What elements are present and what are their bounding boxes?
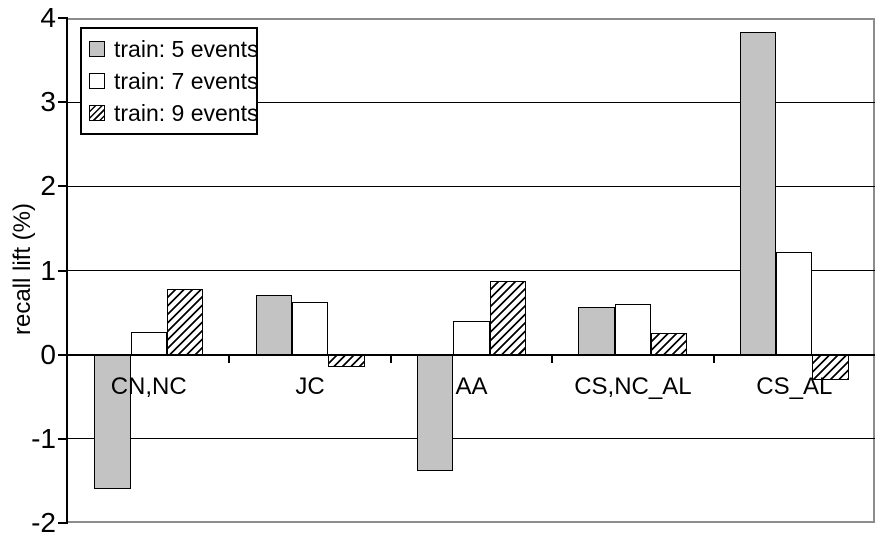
bar-series2-CN,NC bbox=[130, 331, 167, 355]
legend-swatch-white bbox=[89, 73, 105, 89]
legend-swatch-hatched bbox=[89, 105, 105, 121]
bar-series1-CS,NC_AL bbox=[578, 306, 615, 355]
category-label: CN,NC bbox=[110, 372, 187, 400]
legend-label: train: 7 events bbox=[114, 68, 259, 94]
y-axis-tick bbox=[58, 437, 68, 440]
gridline bbox=[68, 270, 875, 271]
gridline bbox=[68, 438, 875, 440]
bar-series3-JC bbox=[328, 354, 365, 368]
x-axis-tick bbox=[551, 354, 554, 363]
legend: train: 5 events train: 7 events train: 9… bbox=[80, 27, 258, 135]
y-axis-tick bbox=[58, 353, 68, 356]
bar-series3-CS,NC_AL bbox=[651, 332, 688, 355]
legend-item-train-5-events: train: 5 events bbox=[89, 33, 259, 65]
bar-series1-AA bbox=[417, 354, 454, 471]
y-tick-label: -1 bbox=[31, 422, 56, 454]
bar-series3-CN,NC bbox=[166, 289, 204, 355]
gridline bbox=[68, 101, 875, 103]
y-axis-tick bbox=[58, 17, 68, 19]
legend-swatch-gray bbox=[89, 41, 105, 57]
bar-series2-JC bbox=[291, 302, 329, 355]
bar-series1-JC bbox=[255, 294, 292, 355]
category-label: CS,NC_AL bbox=[574, 372, 692, 400]
y-tick-label: 2 bbox=[40, 170, 56, 202]
bar-series2-CS_AL bbox=[776, 251, 813, 355]
y-tick-label: 3 bbox=[40, 86, 56, 118]
y-tick-label: 1 bbox=[40, 254, 56, 286]
category-label: AA bbox=[455, 372, 488, 400]
x-axis-zero-line bbox=[68, 353, 875, 356]
bar-series1-CN,NC bbox=[94, 354, 131, 490]
legend-label: train: 9 events bbox=[114, 100, 259, 126]
gridline bbox=[68, 185, 875, 187]
y-axis-tick bbox=[58, 269, 68, 272]
bar-series1-CS_AL bbox=[739, 32, 777, 355]
y-tick-label: 0 bbox=[40, 338, 56, 370]
category-label: CS_AL bbox=[756, 372, 833, 400]
legend-item-train-9-events: train: 9 events bbox=[89, 97, 259, 129]
bar-series3-AA bbox=[489, 280, 526, 355]
bar-series3-CS_AL bbox=[812, 354, 849, 380]
y-axis-tick bbox=[58, 101, 68, 104]
y-axis-tick bbox=[58, 522, 68, 524]
bar-series2-CS,NC_AL bbox=[614, 304, 652, 355]
category-label: JC bbox=[295, 372, 325, 400]
x-axis-tick bbox=[712, 354, 715, 363]
x-axis-tick bbox=[389, 354, 392, 363]
y-axis-tick bbox=[58, 185, 68, 188]
y-tick-label: -2 bbox=[31, 507, 56, 534]
y-tick-label: 4 bbox=[40, 2, 56, 33]
x-axis-tick bbox=[228, 354, 231, 363]
legend-label: train: 5 events bbox=[114, 36, 259, 62]
legend-item-train-7-events: train: 7 events bbox=[89, 65, 259, 97]
bar-series2-AA bbox=[453, 321, 490, 355]
